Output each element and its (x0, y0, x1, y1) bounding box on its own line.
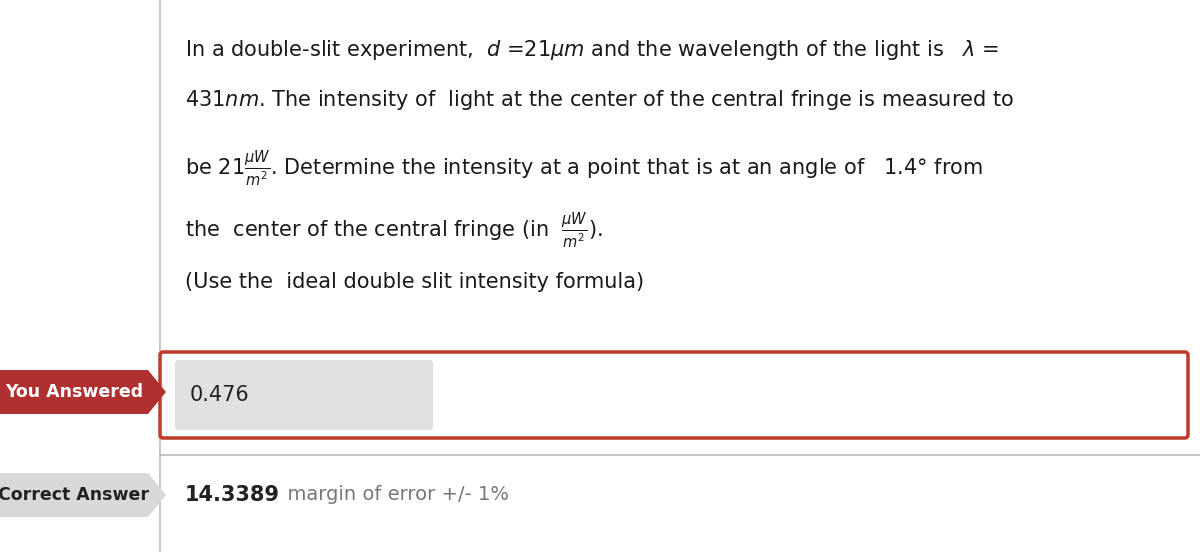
Text: the  center of the central fringe (in  $\frac{\mu W}{m^2}$).: the center of the central fringe (in $\f… (185, 210, 602, 250)
FancyBboxPatch shape (160, 352, 1188, 438)
Text: You Answered: You Answered (5, 383, 143, 401)
Text: margin of error +/- 1%: margin of error +/- 1% (275, 486, 509, 505)
Text: 0.476: 0.476 (190, 385, 250, 405)
Text: Correct Answer: Correct Answer (0, 486, 150, 504)
Text: 431$nm$. The intensity of  light at the center of the central fringe is measured: 431$nm$. The intensity of light at the c… (185, 88, 1014, 112)
FancyBboxPatch shape (175, 360, 433, 430)
Text: be 21$\frac{\mu W}{m^2}$. Determine the intensity at a point that is at an angle: be 21$\frac{\mu W}{m^2}$. Determine the … (185, 148, 983, 188)
Text: (Use the  ideal double slit intensity formula): (Use the ideal double slit intensity for… (185, 272, 644, 292)
Text: In a double-slit experiment,  $d$ =21$\mu m$ and the wavelength of the light is : In a double-slit experiment, $d$ =21$\mu… (185, 38, 1000, 62)
Polygon shape (0, 370, 166, 414)
Text: 14.3389: 14.3389 (185, 485, 280, 505)
Polygon shape (0, 473, 166, 517)
